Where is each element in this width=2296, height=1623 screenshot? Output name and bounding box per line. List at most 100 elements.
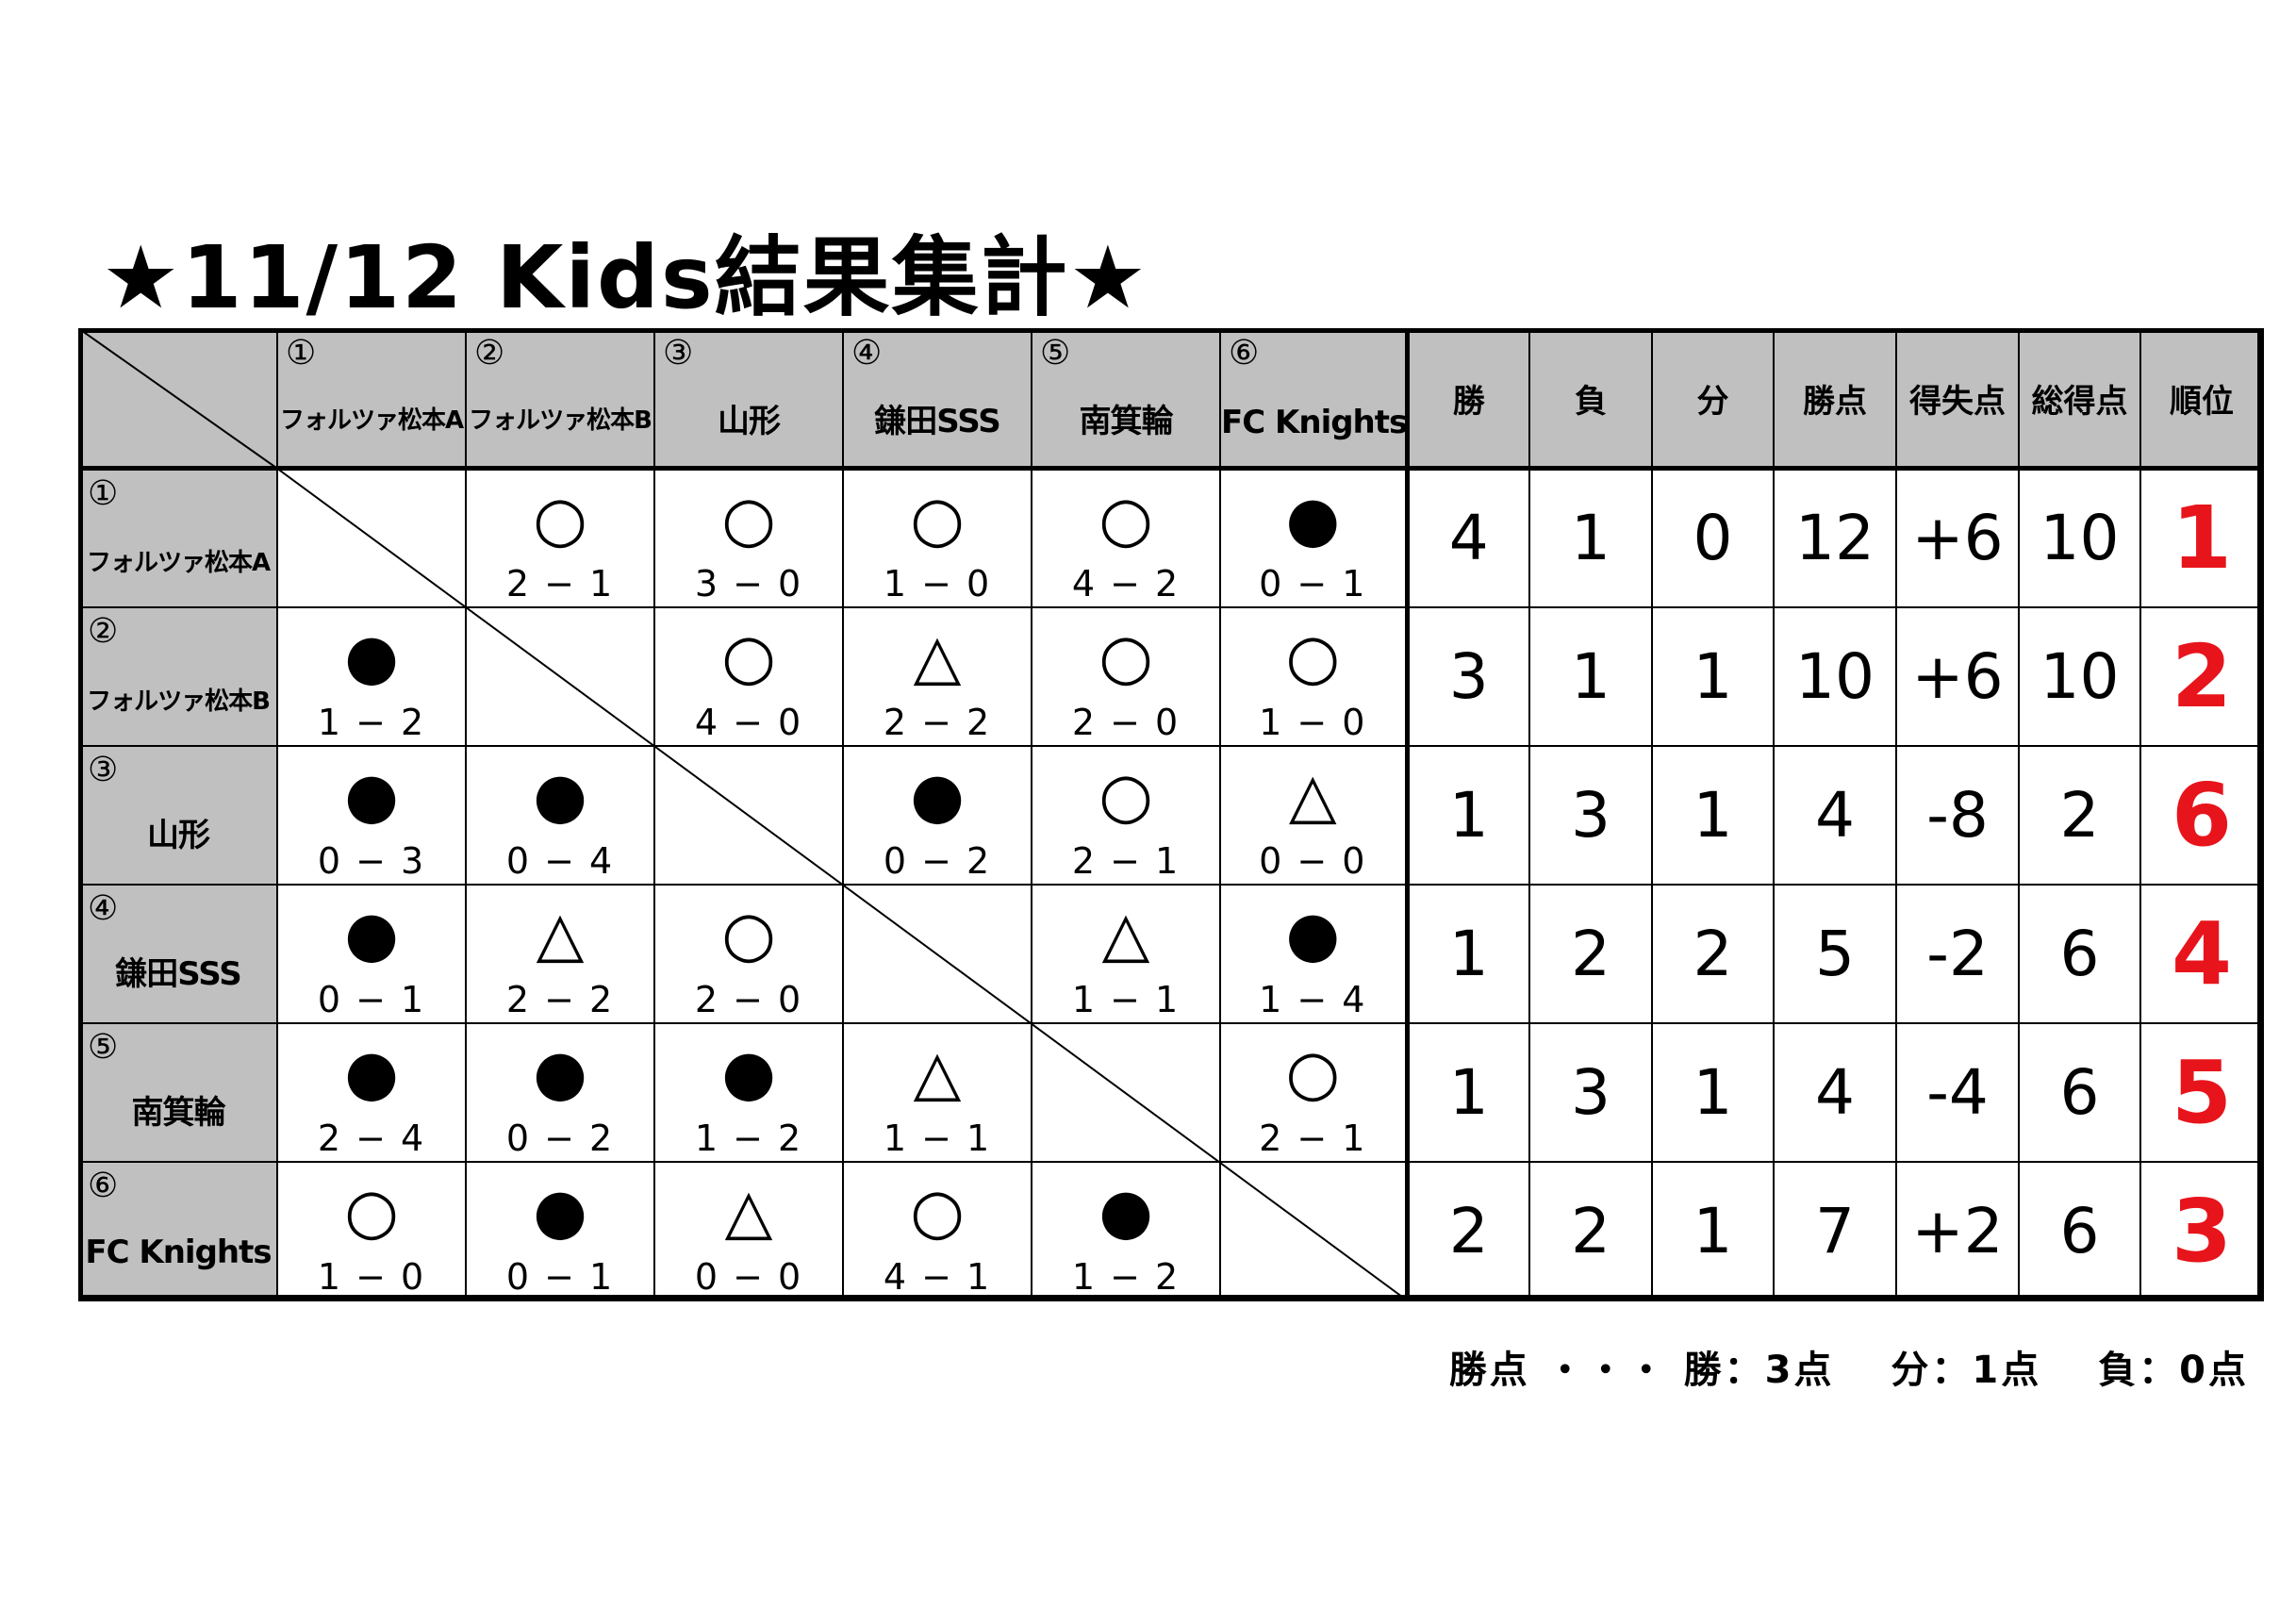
results-table: ① フォルツァ松本A ② フォルツァ松本B ③ 山形 ④ 鎌田SSS ⑤ 南箕輪 ⑥ FC Knigh… [78,328,2264,1301]
match-result-cell: ○ 1 − 0 [1219,605,1408,747]
match-result-cell: △ 2 − 2 [842,605,1032,747]
match-result-cell: △ 0 − 0 [653,1160,844,1301]
draw-triangle-icon: △ [536,897,585,970]
stat-goal-difference: +6 [1895,605,2020,747]
stat-wins: 1 [1404,744,1530,886]
team-name: 鎌田SSS [115,954,241,993]
stat-points: 12 [1773,466,1897,608]
stat-wins: 2 [1404,1160,1530,1301]
stat-losses: 1 [1528,466,1653,608]
match-result-cell: ○ 2 − 1 [1219,1021,1408,1163]
stat-losses: 3 [1528,1021,1653,1163]
team-number: ④ [851,334,883,373]
stat-wins: 1 [1404,883,1530,1024]
match-result-cell: ○ 2 − 1 [465,466,655,608]
match-score: 2 − 1 [505,562,615,604]
match-score: 4 − 2 [1071,562,1181,604]
team-number: ② [88,611,119,651]
match-score: 2 − 0 [694,978,803,1020]
win-circle-icon: ○ [910,1174,965,1248]
win-circle-icon: ○ [533,483,587,555]
team-number: ① [286,334,317,373]
match-score: 1 − 2 [317,701,426,743]
win-circle-icon: ○ [721,620,776,693]
stat-losses: 2 [1528,883,1653,1024]
corner-cell [78,328,278,470]
team-name: 南箕輪 [1079,403,1174,440]
team-name: FC Knights [85,1233,272,1271]
win-circle-icon: ○ [721,483,776,555]
team-number: ③ [663,334,694,373]
match-result-cell: ○ 1 − 0 [842,466,1032,608]
stat-wins: 4 [1404,466,1530,608]
self-match-cell [653,744,844,886]
match-result-cell: ○ 4 − 2 [1031,466,1221,608]
loss-dot-icon: ● [1098,1174,1153,1248]
match-result-cell: ● 1 − 4 [1219,883,1408,1024]
match-score: 2 − 0 [1071,701,1181,743]
points-note: 勝点 ・・・ 勝：3点 分：1点 負：0点 [1448,1349,2249,1392]
team-name: 南箕輪 [131,1093,226,1132]
stat-rank: 1 [2139,466,2264,608]
team-number: ① [88,474,119,513]
match-score: 1 − 0 [1259,701,1367,743]
win-circle-icon: ○ [1098,620,1153,693]
column-header-stat: 得失点 [1895,328,2020,470]
match-result-cell: ○ 2 − 0 [1031,605,1221,747]
team-number: ② [474,334,505,373]
stat-rank: 5 [2139,1021,2264,1163]
stat-wins: 3 [1404,605,1530,747]
match-score: 1 − 4 [1259,978,1367,1020]
match-score: 0 − 0 [694,1255,803,1298]
match-result-cell: ● 0 − 1 [465,1160,655,1301]
match-result-cell: ● 1 − 2 [1031,1160,1221,1301]
stat-goal-difference: -8 [1895,744,2020,886]
match-score: 0 − 2 [505,1117,615,1159]
row-header-team: ③ 山形 [78,744,278,886]
match-result-cell: ○ 2 − 0 [653,883,844,1024]
self-match-cell [1031,1021,1221,1163]
team-number: ⑤ [88,1027,119,1067]
match-result-cell: ● 1 − 2 [653,1021,844,1163]
match-result-cell: △ 1 − 1 [842,1021,1032,1163]
stat-points: 5 [1773,883,1897,1024]
stat-points: 7 [1773,1160,1897,1301]
match-score: 1 − 2 [1071,1255,1181,1298]
match-result-cell: ○ 2 − 1 [1031,744,1221,886]
loss-dot-icon: ● [1285,483,1341,555]
loss-dot-icon: ● [910,758,965,832]
column-header-stat: 順位 [2139,328,2264,470]
match-result-cell: ○ 4 − 1 [842,1160,1032,1301]
match-score: 2 − 1 [1259,1117,1367,1159]
match-score: 1 − 2 [694,1117,803,1159]
match-result-cell: △ 0 − 0 [1219,744,1408,886]
row-header-team: ① フォルツァ松本A [78,466,278,608]
match-result-cell: △ 2 − 2 [465,883,655,1024]
stat-draws: 0 [1651,466,1775,608]
team-number: ⑥ [1229,334,1260,373]
match-result-cell: ○ 3 − 0 [653,466,844,608]
column-header-stat: 負 [1528,328,1653,470]
stat-goals-scored: 2 [2018,744,2141,886]
match-result-cell: ● 0 − 4 [465,744,655,886]
column-header-team: ③ 山形 [653,328,844,470]
match-score: 4 − 0 [694,701,803,743]
match-result-cell: ● 1 − 2 [276,605,467,747]
match-score: 0 − 0 [1259,839,1367,882]
stat-rank: 2 [2139,605,2264,747]
match-score: 2 − 4 [317,1117,426,1159]
match-score: 2 − 2 [883,701,992,743]
page-title: ★11/12 Kids結果集計★ [102,227,1149,328]
stat-points: 10 [1773,605,1897,747]
win-circle-icon: ○ [1285,620,1341,693]
team-number: ③ [88,750,119,789]
team-number: ⑤ [1040,334,1071,373]
match-score: 0 − 1 [1259,562,1367,604]
row-header-team: ⑤ 南箕輪 [78,1021,278,1163]
match-score: 2 − 1 [1071,839,1181,882]
match-score: 3 − 0 [694,562,803,604]
match-result-cell: ○ 1 − 0 [276,1160,467,1301]
column-header-team: ① フォルツァ松本A [276,328,467,470]
stat-losses: 1 [1528,605,1653,747]
